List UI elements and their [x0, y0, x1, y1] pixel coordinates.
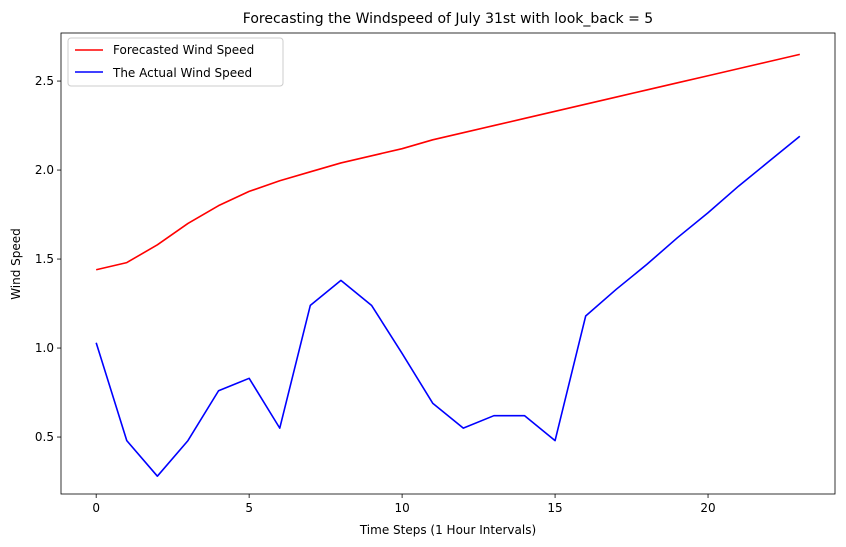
x-axis: 0 5 10 15 20: [92, 494, 716, 515]
x-axis-label: Time Steps (1 Hour Intervals): [359, 523, 536, 537]
legend-box: [67, 37, 284, 87]
x-tick-label: 20: [700, 501, 715, 515]
y-tick-label: 0.5: [35, 430, 54, 444]
legend: Forecasted Wind Speed The Actual Wind Sp…: [67, 37, 284, 87]
x-tick-label: 10: [394, 501, 409, 515]
y-tick-label: 2.0: [35, 163, 54, 177]
plot-frame: [60, 32, 836, 495]
y-tick-label: 2.5: [35, 74, 54, 88]
series-line-0: [95, 53, 801, 271]
y-axis: 0.5 1.0 1.5 2.0 2.5: [35, 74, 61, 444]
plot-layer: [95, 53, 801, 478]
x-tick-label: 0: [92, 501, 100, 515]
legend-label-forecasted: Forecasted Wind Speed: [113, 43, 254, 57]
legend-label-actual: The Actual Wind Speed: [112, 66, 252, 80]
series-line-1: [95, 135, 801, 478]
x-tick-label: 5: [245, 501, 253, 515]
x-tick-label: 15: [547, 501, 562, 515]
y-tick-label: 1.0: [35, 341, 54, 355]
chart-title: Forecasting the Windspeed of July 31st w…: [243, 11, 653, 27]
y-axis-label: Wind Speed: [9, 228, 23, 300]
y-tick-label: 1.5: [35, 252, 54, 266]
